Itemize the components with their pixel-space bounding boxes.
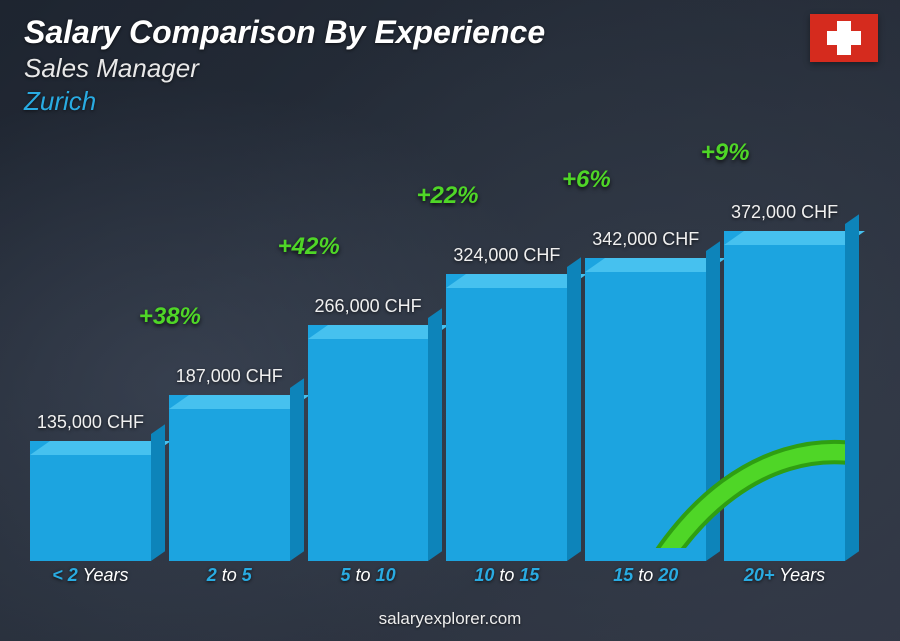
bar-slot: 324,000 CHF	[446, 245, 567, 561]
location: Zurich	[24, 86, 876, 117]
increase-pct-label: +42%	[278, 233, 340, 261]
bar-side-face	[706, 241, 720, 561]
bar-front-face	[30, 441, 151, 561]
bar-front-face	[169, 395, 290, 561]
bar-side-face	[845, 214, 859, 561]
x-axis-label: 20+ Years	[724, 565, 845, 591]
x-axis-label: 10 to 15	[446, 565, 567, 591]
header: Salary Comparison By Experience Sales Ma…	[24, 14, 876, 117]
bar-front-face	[446, 274, 567, 561]
bar-slot: 135,000 CHF	[30, 412, 151, 561]
bar	[446, 274, 567, 561]
bar-value-label: 342,000 CHF	[592, 229, 699, 250]
bar	[585, 258, 706, 561]
bar-front-face	[585, 258, 706, 561]
bar-value-label: 324,000 CHF	[453, 245, 560, 266]
x-axis: < 2 Years 2 to 5 5 to 10 10 to 15 15 to 20 20…	[30, 565, 845, 591]
chart: 135,000 CHF 187,000 CHF 266,000 CHF 324,000…	[30, 140, 845, 591]
bar-side-face	[428, 308, 442, 561]
bar-top-face	[30, 441, 171, 455]
bar-slot: 342,000 CHF	[585, 229, 706, 561]
bar-top-face	[724, 231, 865, 245]
bar-top-face	[585, 258, 726, 272]
x-axis-label: < 2 Years	[30, 565, 151, 591]
subtitle: Sales Manager	[24, 53, 876, 84]
page-title: Salary Comparison By Experience	[24, 14, 876, 51]
x-axis-label: 2 to 5	[169, 565, 290, 591]
x-axis-label: 5 to 10	[308, 565, 429, 591]
increase-pct-label: +9%	[701, 139, 750, 167]
bar-side-face	[290, 378, 304, 561]
x-axis-label: 15 to 20	[585, 565, 706, 591]
bar-slot: 266,000 CHF	[308, 296, 429, 561]
bar	[308, 325, 429, 561]
bar-value-label: 135,000 CHF	[37, 412, 144, 433]
bar	[169, 395, 290, 561]
increase-pct-label: +22%	[416, 182, 478, 210]
footer-attribution: salaryexplorer.com	[0, 609, 900, 629]
increase-pct-label: +38%	[139, 303, 201, 331]
bar	[724, 231, 845, 561]
bar	[30, 441, 151, 561]
bar-value-label: 266,000 CHF	[315, 296, 422, 317]
bar-slot: 372,000 CHF	[724, 202, 845, 561]
bar-front-face	[308, 325, 429, 561]
bar-slot: 187,000 CHF	[169, 366, 290, 561]
bar-top-face	[169, 395, 310, 409]
flag-cross-horizontal	[827, 31, 861, 45]
increase-pct-label: +6%	[562, 166, 611, 194]
bar-value-label: 372,000 CHF	[731, 202, 838, 223]
bar-side-face	[151, 424, 165, 561]
bar-side-face	[567, 257, 581, 561]
flag-switzerland	[810, 14, 878, 62]
bar-front-face	[724, 231, 845, 561]
bar-value-label: 187,000 CHF	[176, 366, 283, 387]
